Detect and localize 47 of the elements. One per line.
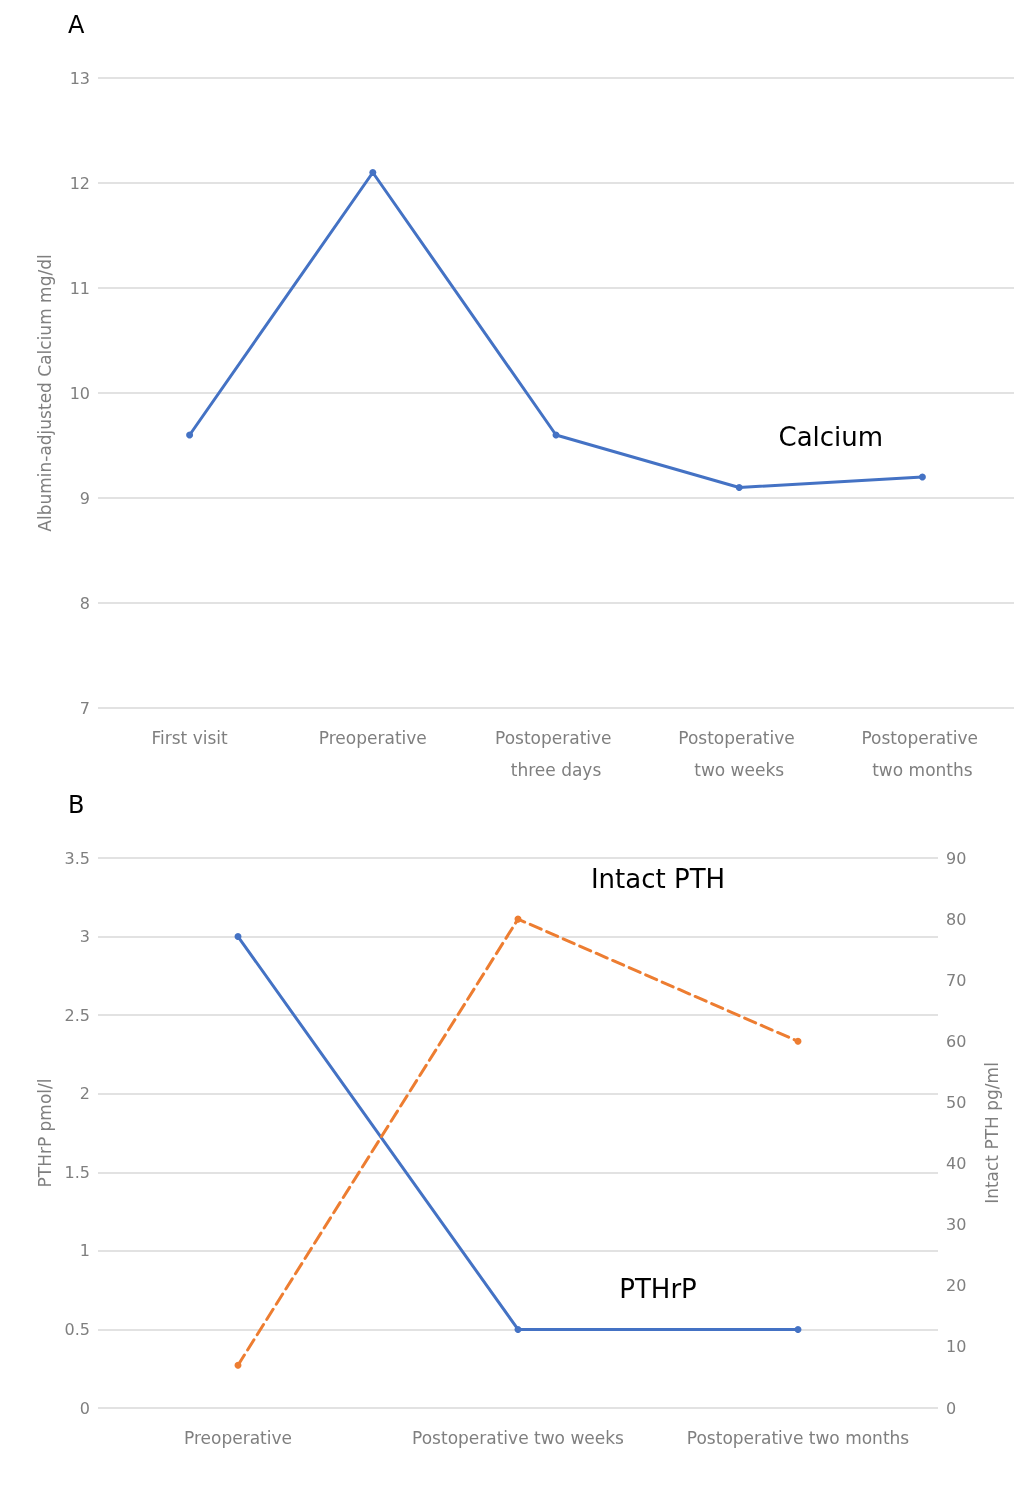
x-tick-label: Preoperative bbox=[318, 728, 427, 748]
y2-tick-label: 10 bbox=[946, 1337, 967, 1357]
point bbox=[918, 473, 926, 481]
y-axis-title: PTHrP pmol/l bbox=[34, 1078, 55, 1188]
y-tick-label: 2.5 bbox=[64, 1005, 90, 1025]
y-tick-label: 11 bbox=[69, 278, 90, 298]
y-tick-label: 1 bbox=[79, 1241, 90, 1261]
chart-title: B bbox=[68, 791, 85, 819]
x-tick-label: Postoperative three days bbox=[495, 728, 617, 780]
y-tick-label: 10 bbox=[69, 383, 90, 403]
y-tick-label: 8 bbox=[79, 593, 90, 613]
y-tick-label: 3.5 bbox=[64, 848, 90, 868]
y2-tick-label: 80 bbox=[946, 909, 967, 929]
y-tick-label: 2 bbox=[79, 1084, 90, 1104]
chart-title: A bbox=[68, 11, 85, 39]
y2-tick-label: 50 bbox=[946, 1092, 967, 1112]
y-tick-label: 0 bbox=[79, 1398, 90, 1418]
y-tick-label: 1.5 bbox=[64, 1162, 90, 1182]
y-tick-label: 7 bbox=[79, 698, 90, 718]
series-label: PTHrP bbox=[619, 1274, 697, 1305]
point bbox=[735, 484, 743, 491]
y2-tick-label: 40 bbox=[946, 1154, 967, 1174]
x-tick-label: Postoperative two months bbox=[861, 728, 984, 780]
series-label: Calcium bbox=[778, 422, 884, 452]
point bbox=[794, 1037, 802, 1045]
y-tick-label: 0.5 bbox=[64, 1319, 90, 1339]
x-tick-label: First visit bbox=[151, 728, 229, 748]
y2-tick-label: 30 bbox=[946, 1215, 967, 1235]
y-tick-label: 12 bbox=[69, 173, 90, 193]
y2-tick-label: 0 bbox=[946, 1398, 957, 1418]
point bbox=[369, 169, 377, 176]
y2-tick-label: 20 bbox=[946, 1276, 967, 1296]
x-tick-label: Postoperative two weeks bbox=[678, 728, 801, 780]
y-tick-label: 9 bbox=[79, 488, 90, 508]
point bbox=[234, 1361, 242, 1369]
y2-tick-label: 90 bbox=[946, 848, 967, 868]
y2-tick-label: 70 bbox=[946, 970, 967, 990]
y-tick-label: 3 bbox=[79, 927, 90, 947]
text: Intact PTH bbox=[590, 864, 726, 895]
x-tick-label: Postoperative two months bbox=[686, 1428, 910, 1448]
point bbox=[186, 431, 194, 439]
y2-tick-label: 60 bbox=[946, 1031, 967, 1051]
y-axis-title: Albumin-adjusted Calcium mg/dl bbox=[34, 254, 55, 532]
y2-axis-title: Intact PTH pg/ml bbox=[981, 1062, 1002, 1204]
y-tick-label: 13 bbox=[69, 68, 90, 88]
x-tick-label: Preoperative bbox=[184, 1428, 292, 1448]
x-tick-label: Postoperative two weeks bbox=[412, 1428, 625, 1448]
